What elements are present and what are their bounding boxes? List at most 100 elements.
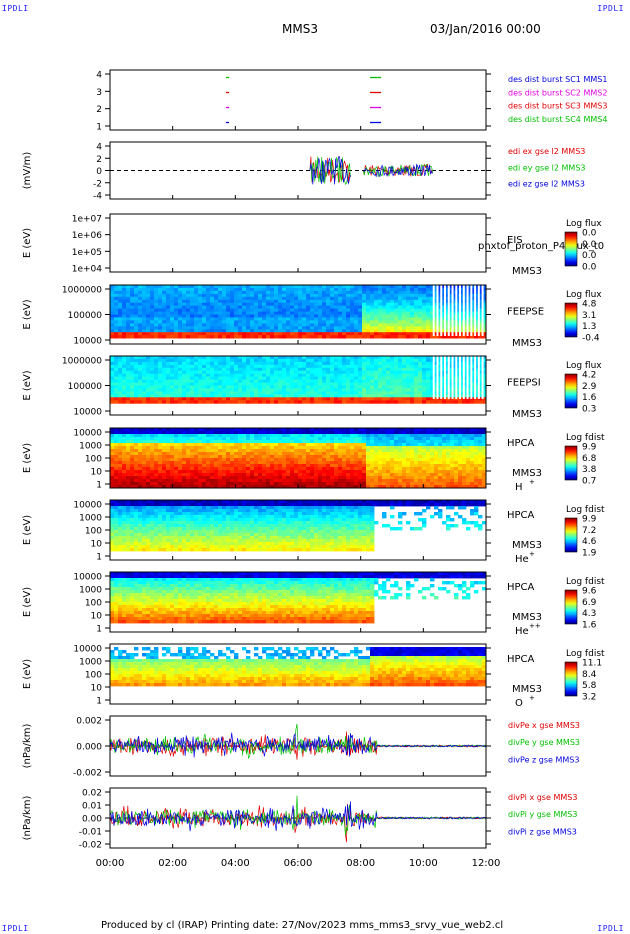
spectrogram-cell (222, 470, 227, 474)
spectrogram-cell (274, 440, 279, 444)
spectrogram-cell (250, 449, 255, 453)
spectrogram-cell (366, 329, 371, 333)
spectrogram-cell (318, 364, 323, 369)
spectrogram-cell (154, 431, 159, 435)
spectrogram-cell (286, 376, 291, 380)
spectrogram-cell (286, 311, 291, 315)
spectrogram-cell (266, 320, 271, 324)
spectrogram-cell (430, 314, 435, 318)
spectrogram-cell (226, 467, 231, 471)
legend-burst-2: des dist burst SC3 MMS3 (508, 102, 607, 111)
spectrogram-cell (274, 305, 279, 309)
spectrogram-cell (474, 323, 479, 327)
spectrogram-cell (294, 400, 299, 404)
spectrogram-cell (282, 373, 287, 378)
spectrogram-cell (234, 376, 239, 380)
spectrogram-cell (230, 364, 235, 369)
spectrogram-cell (158, 367, 163, 372)
spectrogram-cell (198, 332, 203, 336)
spectrogram-cell (190, 391, 195, 395)
ytick-label-edi-2: 0 (96, 167, 102, 177)
spectrogram-cell (114, 394, 119, 398)
spectrogram-cell (314, 476, 319, 480)
spectrogram-cell (158, 467, 163, 471)
spectrogram-cell (182, 382, 187, 386)
spectrogram-cell (374, 440, 379, 444)
spectrogram-cell (262, 452, 267, 456)
spectrogram-cell (214, 449, 219, 453)
spectrogram-cell (418, 361, 423, 366)
spectrogram-cell (434, 388, 439, 392)
spectrogram-cell (230, 446, 235, 450)
spectrogram-cell (182, 479, 187, 483)
spectrogram-cell (394, 434, 399, 438)
spectrogram-cell (262, 367, 267, 372)
spectrogram-cell (150, 464, 155, 468)
spectrogram-cell (110, 446, 115, 450)
spectrogram-cell (230, 314, 235, 318)
spectrogram-cell (198, 461, 203, 465)
spectrogram-cell (142, 440, 147, 444)
spectrogram-cell (154, 285, 159, 289)
spectrogram-cell (434, 373, 439, 378)
spectrogram-cell (438, 391, 443, 395)
spectrogram-cell (242, 314, 247, 318)
spectrogram-cell (390, 458, 395, 462)
spectrogram-cell (478, 285, 483, 289)
spectrogram-cell (278, 317, 283, 321)
spectrogram-cell (306, 443, 311, 447)
spectrogram-cell (330, 305, 335, 309)
spectrogram-cell (350, 285, 355, 289)
spectrogram-cell (414, 452, 419, 456)
spectrogram-cell (366, 397, 371, 401)
spectrogram-cell (226, 485, 231, 489)
spectrogram-cell (318, 373, 323, 378)
spectrogram-cell (158, 296, 163, 301)
spectrogram-cell (434, 370, 439, 375)
spectrogram-cell (114, 400, 119, 404)
spectrogram-cell (478, 326, 483, 330)
spectrogram-cell (158, 388, 163, 392)
spectrogram-cell (394, 479, 399, 483)
spectrogram-cell (226, 326, 231, 330)
spectrogram-cell (182, 440, 187, 444)
spectrogram-cell (370, 446, 375, 450)
spectrogram-cell (158, 391, 163, 395)
spectrogram-cell (110, 329, 115, 333)
spectrogram-cell (370, 308, 375, 312)
spectrogram-cell (218, 326, 223, 330)
spectrogram-cell (386, 332, 391, 336)
spectrogram-cell (230, 361, 235, 366)
spectrogram-cell (126, 358, 131, 363)
spectrogram-cell (282, 329, 287, 333)
spectrogram-cell (294, 356, 299, 360)
spectrogram-cell (118, 482, 123, 486)
spectrogram-cell (234, 482, 239, 486)
spectrogram-cell (202, 367, 207, 372)
spectrogram-cell (282, 370, 287, 375)
spectrogram-cell (306, 400, 311, 404)
spectrogram-cell (230, 449, 235, 453)
spectrogram-cell (414, 379, 419, 383)
spectrogram-cell (226, 293, 231, 298)
spectrogram-cell (170, 382, 175, 386)
spectrogram-cell (134, 296, 139, 301)
spectrogram-cell (422, 285, 427, 289)
spectrogram-cell (382, 370, 387, 375)
spectrogram-cell (210, 302, 215, 307)
spectrogram-cell (214, 440, 219, 444)
spectrogram-cell (410, 476, 415, 480)
spectrogram-cell (222, 356, 227, 360)
spectrogram-cell (482, 320, 487, 324)
spectrogram-cell (138, 317, 143, 321)
spectrogram-cell (142, 332, 147, 336)
spectrogram-cell (142, 311, 147, 315)
spectrogram-cell (198, 370, 203, 375)
spectrogram-cell (118, 473, 123, 477)
spectrogram-cell (182, 364, 187, 369)
spectrogram-cell (418, 449, 423, 453)
spectrogram-cell (210, 293, 215, 298)
spectrogram-cell (326, 397, 331, 401)
spectrogram-cell (142, 458, 147, 462)
spectrogram-cell (410, 467, 415, 471)
